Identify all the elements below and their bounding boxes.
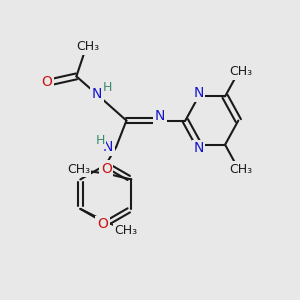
Text: N: N [194,141,204,155]
Text: CH₃: CH₃ [76,40,100,53]
Text: N: N [194,86,204,100]
Text: CH₃: CH₃ [230,163,253,176]
Text: CH₃: CH₃ [114,224,137,238]
Text: CH₃: CH₃ [230,65,253,79]
Text: H: H [95,134,105,147]
Text: CH₃: CH₃ [67,163,90,176]
Text: N: N [103,140,113,154]
Text: O: O [97,218,108,232]
Text: N: N [155,109,166,123]
Text: O: O [101,162,112,176]
Text: H: H [103,81,112,94]
Text: O: O [41,75,52,89]
Text: N: N [92,87,102,101]
